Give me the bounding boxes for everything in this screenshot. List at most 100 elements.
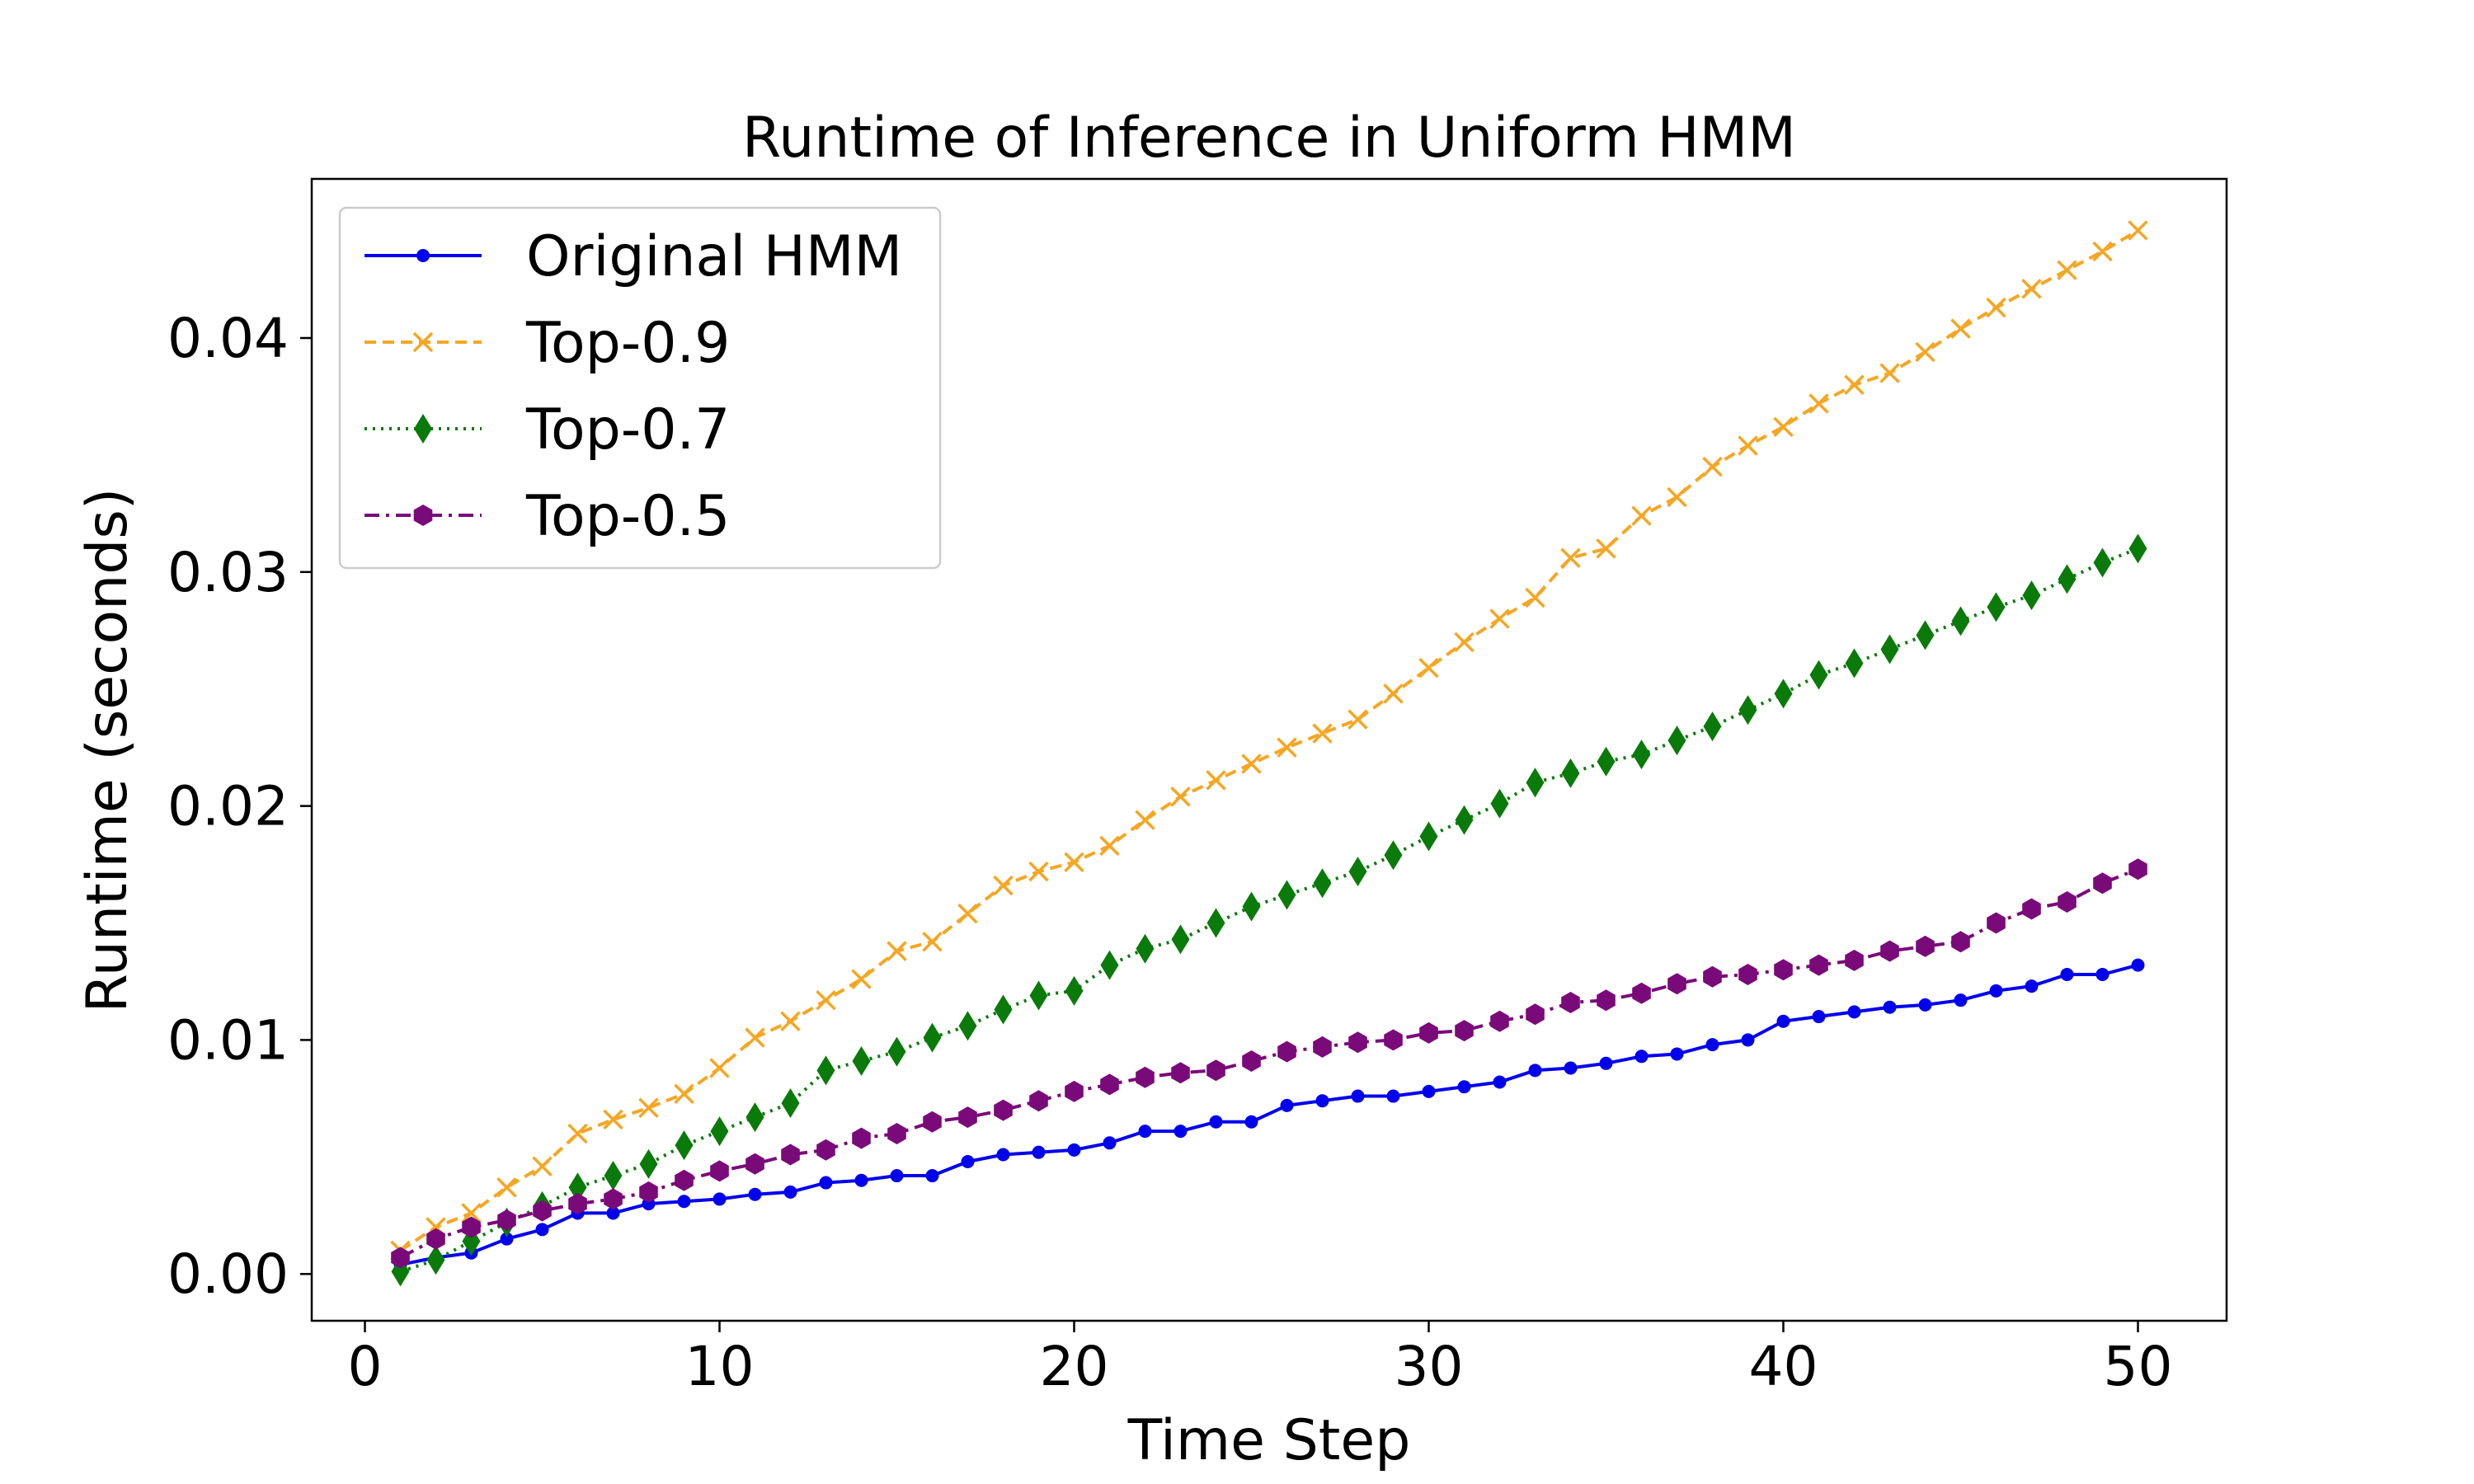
data-point [2058,891,2077,913]
data-point [1384,1029,1403,1051]
data-point [1065,975,1084,1006]
series-original-hmm [393,958,2145,1271]
data-point [1277,880,1296,910]
data-point [994,994,1013,1025]
data-point [2093,872,2112,895]
data-point [745,1153,764,1175]
data-point [2060,967,2074,981]
data-point [1526,768,1545,798]
data-point [1599,1056,1613,1070]
legend-label: Top-0.9 [525,311,730,376]
data-point [1067,1143,1081,1157]
data-point [2131,958,2145,972]
data-point [1738,964,1757,985]
data-point [1422,1084,1436,1098]
data-point [1489,608,1510,629]
data-point [1526,1003,1545,1026]
legend-marker [416,249,430,262]
data-point [1313,1036,1332,1058]
legend-entry: Top-0.9 [365,311,730,376]
data-point [1705,1038,1719,1052]
data-point [532,1156,553,1176]
data-point [1916,620,1935,650]
legend-box [338,206,942,570]
y-tick-label: 0.02 [167,775,289,838]
data-point [745,1102,764,1133]
data-point [1845,949,1864,971]
data-point [1847,1005,1861,1019]
data-point [1773,416,1794,438]
y-tick-label: 0.00 [167,1242,289,1306]
data-point [2128,220,2148,241]
data-point [1561,992,1580,1013]
y-tick-label: 0.01 [167,1008,289,1072]
data-point [748,1187,762,1201]
data-point [1206,1059,1225,1082]
data-point [1348,1031,1367,1054]
plot-area [390,220,2148,1287]
data-point [854,1173,868,1187]
data-point [1918,998,1932,1012]
data-point [675,1130,694,1161]
data-point [1493,1075,1507,1089]
data-point [1209,1115,1223,1129]
y-tick-label: 0.03 [167,541,289,604]
data-point [1883,1000,1897,1014]
data-point [426,1228,445,1250]
chart-title: Runtime of Inference in Uniform HMM [742,106,1796,171]
data-point [993,875,1014,896]
data-point [1950,318,1971,339]
data-point [958,1011,977,1041]
data-point [1384,840,1403,871]
data-point [1564,1061,1578,1075]
data-point [1670,1047,1684,1061]
series-top-0-9 [390,220,2148,1261]
data-point [958,1106,977,1129]
data-point [1880,940,1899,962]
legend-label: Top-0.5 [525,484,730,549]
data-point [996,1148,1010,1162]
data-point [780,1011,801,1031]
data-point [1986,297,2006,318]
data-point [851,969,872,989]
data-point [1241,754,1262,774]
data-point [639,1181,658,1203]
legend-label: Original HMM [526,224,902,289]
data-point [922,931,943,952]
data-point [816,1139,835,1161]
data-point [1138,1125,1152,1139]
data-point [500,1232,514,1246]
data-point [1280,1098,1294,1112]
data-point [816,1055,835,1086]
data-point [426,1245,445,1275]
data-point [887,1123,906,1144]
data-point [1702,456,1723,477]
data-point [819,1176,833,1190]
data-point [1525,587,1545,608]
series-line [399,867,2139,1260]
data-point [2022,580,2041,611]
data-point [1242,1050,1261,1072]
x-tick-label: 10 [685,1335,755,1398]
data-point [1490,1010,1509,1032]
data-point [890,1169,904,1183]
x-axis-label: Time Step [1127,1408,1411,1473]
data-point [1136,1066,1155,1088]
data-point [1987,912,2006,934]
data-point [1634,1050,1649,1064]
data-point [1954,993,1968,1007]
axes: 0 10 20 30 40 50 0.00 0.01 0.02 0.03 0.04 [167,177,2228,1398]
data-point [1065,1080,1084,1102]
data-point [1100,950,1119,980]
y-axis-label: Runtime (seconds) [75,488,140,1013]
data-point [1597,989,1616,1012]
data-point [1028,861,1049,882]
data-point [461,1203,482,1223]
data-point [1455,805,1474,835]
data-point [567,1123,588,1144]
data-point [604,1161,623,1191]
data-point [1242,891,1261,922]
data-point [1206,908,1225,938]
data-point [1808,393,1829,414]
